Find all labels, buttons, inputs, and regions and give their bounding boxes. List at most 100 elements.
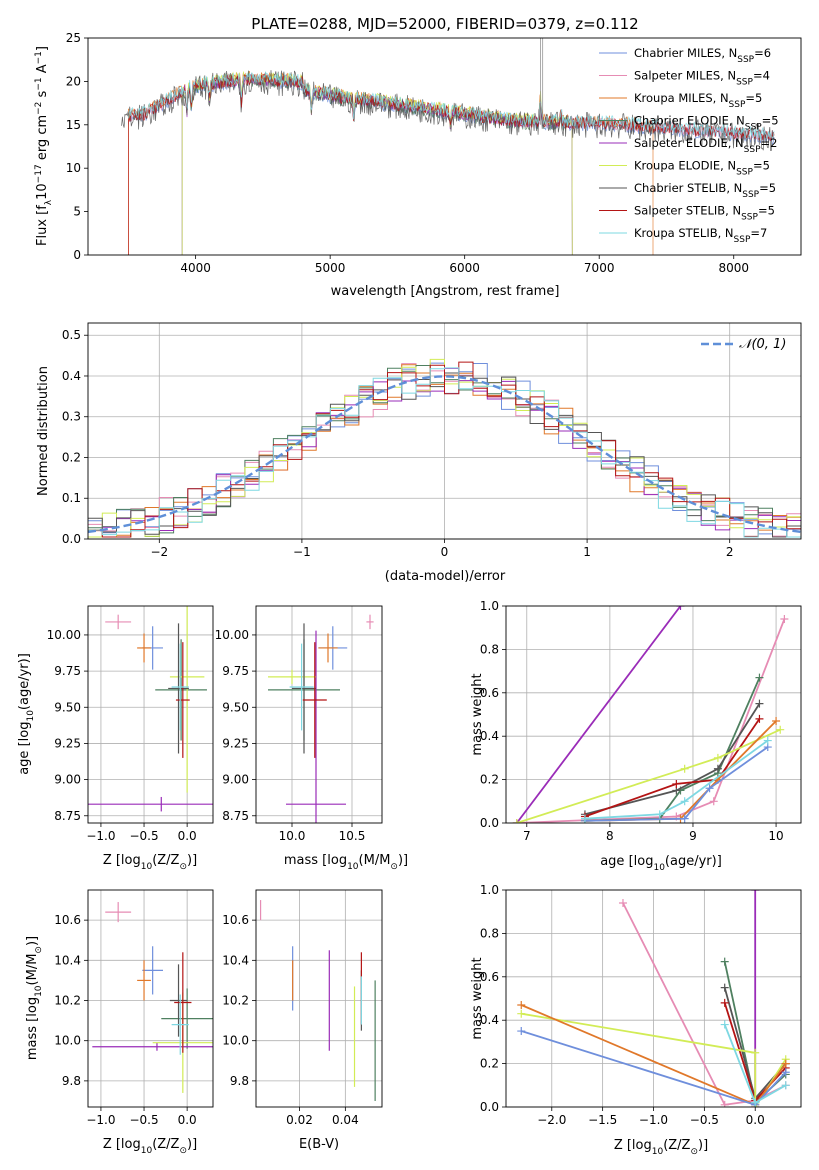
spectrum-legend-label-part: =2 xyxy=(761,136,778,150)
age_vs_z-xtick-label: −0.5 xyxy=(129,829,158,843)
spectrum-legend-label-part: SSP xyxy=(742,190,759,200)
age_vs_mass-ytick-label: 9.50 xyxy=(222,700,249,714)
spectrum-legend-label-part: SSP xyxy=(744,145,761,155)
residuals-xtick-label: 0 xyxy=(441,545,449,559)
spectrum-legend-label: Kroupa MILES, NSSP=5 xyxy=(634,91,762,110)
age_vs_z-ytick-label: 9.25 xyxy=(54,736,81,750)
weight_vs_age-xlabel-part: (age/yr)] xyxy=(665,854,722,869)
weight_vs_z-ytick-label: 0.0 xyxy=(480,1100,499,1114)
age_vs_mass-ytick-label: 8.75 xyxy=(222,809,249,823)
mass_vs_z-ytick-label: 10.4 xyxy=(54,953,81,967)
errorbar-chabrier_stelib xyxy=(169,964,188,1037)
age_vs_z-xtick-label: 0.0 xyxy=(178,829,197,843)
mass_vs_z-frame xyxy=(87,889,214,1108)
weight_vs_age-xtick-label: 9 xyxy=(689,829,697,843)
weight-marker xyxy=(680,814,689,823)
mass_vs_z-xtick-label: 0.0 xyxy=(178,1113,197,1127)
errorbar-kroupa_stelib xyxy=(171,643,189,731)
spectrum-legend-label-part: =5 xyxy=(753,159,770,173)
weight_vs_z-ytick-label: 0.2 xyxy=(480,1057,499,1071)
mass_vs_z-xlabel: Z [log10(Z/Z⊙)] xyxy=(103,1137,197,1156)
spectrum-xtick-label: 4000 xyxy=(180,261,211,275)
spectrum-ylabel-part: Flux [f xyxy=(35,205,50,246)
spectrum-legend-label-part: SSP xyxy=(736,78,753,88)
errorbar-chabrier_stelib xyxy=(168,623,189,754)
age_vs_z-ytick-label: 10.00 xyxy=(47,628,81,642)
mass_vs_ebv-xlabel: E(B-V) xyxy=(299,1137,339,1152)
weight-marker xyxy=(751,890,760,894)
weight-marker xyxy=(512,819,521,823)
mass_vs_z-xlabel-part: ⊙ xyxy=(179,1146,187,1156)
weight_vs_z-ytick-label: 0.4 xyxy=(480,1013,499,1027)
spectrum-legend-label-part: =5 xyxy=(759,181,776,195)
spectrum-legend-label-part: =6 xyxy=(754,46,771,60)
mass_vs_ebv-ytick-label: 10.2 xyxy=(222,994,249,1008)
mass_vs_z-xlabel-part: 10 xyxy=(141,1146,153,1156)
weight_vs_age-ytick-label: 0.2 xyxy=(480,773,499,787)
errorbar-kroupa_stelib xyxy=(289,643,314,731)
weight-marker xyxy=(705,784,714,793)
spectrum-ylabel-part: −17 xyxy=(34,164,44,183)
spectrum-xlabel-part: wavelength [Angstrom, rest frame] xyxy=(331,284,560,299)
weight-marker xyxy=(713,764,722,773)
weight_vs_age-xlabel: age [log10(age/yr)] xyxy=(600,854,722,873)
spectrum-legend-label-part: Kroupa MILES, N xyxy=(634,91,729,105)
spectrum-frame xyxy=(87,37,802,256)
weight_vs_age-ytick-label: 0.8 xyxy=(480,642,499,656)
residuals-ytick-label: 0.0 xyxy=(62,532,81,546)
age_vs_mass-xlabel-part: (M/M xyxy=(359,853,391,868)
spectrum-xtick-label: 6000 xyxy=(449,261,480,275)
mass_vs_ebv-xtick-label: 0.04 xyxy=(332,1113,359,1127)
errorbar-salpeter_miles xyxy=(105,902,132,923)
age_vs_z-frame xyxy=(87,605,214,824)
mass_vs_ebv-axes: 0.02 0.04 9.8 10.0 10.2 10.4 10.6 xyxy=(222,890,382,1127)
spectrum-legend-label-part: =5 xyxy=(762,114,779,128)
spectrum-plot xyxy=(121,38,775,255)
weight-marker xyxy=(781,1068,790,1077)
weight_vs_z-plot xyxy=(517,890,790,1107)
age_vs_mass-xlabel-part: 10 xyxy=(347,862,359,872)
weight-marker xyxy=(751,1048,760,1057)
mass_vs_z-plot xyxy=(92,902,213,1093)
age_vs_mass-axes: 10.0 10.5 8.75 9.00 9.25 9.50 9.75 10.00 xyxy=(215,606,382,843)
residuals-legend-label: 𝒩(0, 1) xyxy=(739,337,786,352)
weight-marker xyxy=(676,606,685,610)
residuals-ylabel: Normed distribution xyxy=(36,366,51,496)
figure-title: PLATE=0288, MJD=52000, FIBERID=0379, z=0… xyxy=(251,15,638,33)
age_vs_z-ylabel-part: age [log xyxy=(17,722,32,775)
spectrum-ylabel: Flux [fλ10−17 erg cm−2 s−1 A−1] xyxy=(34,46,54,246)
mass_vs_z-xtick-label: −1.0 xyxy=(86,1113,115,1127)
weight_vs_z-xlabel-part: )] xyxy=(698,1138,708,1153)
age_vs_z-ytick-label: 9.00 xyxy=(54,773,81,787)
spectrum-legend-label-part: SSP xyxy=(741,213,758,223)
weight_vs_z-frame xyxy=(505,889,802,1108)
mass_vs_z-ylabel-part: mass [log xyxy=(25,997,40,1060)
spectrum-legend-label: Chabrier MILES, NSSP=6 xyxy=(634,46,771,65)
age_vs_mass-ytick-label: 9.25 xyxy=(222,736,249,750)
mass_vs_z-ytick-label: 10.6 xyxy=(54,913,81,927)
mass_vs_ebv-ytick-label: 10.4 xyxy=(222,953,249,967)
weight-line-chabrier_stelib xyxy=(584,703,761,816)
errorbar-salpeter_elodie xyxy=(92,1042,213,1051)
weight-line-kroupa_stelib xyxy=(584,739,769,820)
spectrum-legend-label: Salpeter MILES, NSSP=4 xyxy=(634,69,770,88)
weight-marker xyxy=(580,814,589,823)
weight-marker xyxy=(763,736,772,745)
spectrum-ylabel-part: erg cm xyxy=(35,115,50,164)
mass_vs_ebv-plot xyxy=(259,900,376,1101)
weight-marker xyxy=(781,1059,790,1068)
weight_vs_z-xlabel-part: 10 xyxy=(652,1147,664,1157)
weight-line-kroupa_elodie xyxy=(516,728,781,823)
mass_vs_z-xlabel-part: Z [log xyxy=(103,1137,141,1152)
spectrum-ytick-label: 15 xyxy=(66,118,81,132)
weight-marker xyxy=(720,1020,729,1029)
residuals-ytick-label: 0.4 xyxy=(62,369,81,383)
residuals-axes: −2 −1 0 1 2 0.0 0.1 0.2 0.3 0.4 0.5 xyxy=(62,323,801,559)
errorbar-kroupa_elodie xyxy=(268,669,316,685)
age_vs_z-plot xyxy=(88,606,213,812)
spectrum-legend-label-part: Salpeter MILES, N xyxy=(634,69,736,83)
age_vs_mass-xlabel: mass [log10(M/M⊙)] xyxy=(284,853,408,872)
spectrum-ylabel-part: s xyxy=(35,90,50,101)
mass_vs_z-ylabel-part: 10 xyxy=(34,985,44,997)
